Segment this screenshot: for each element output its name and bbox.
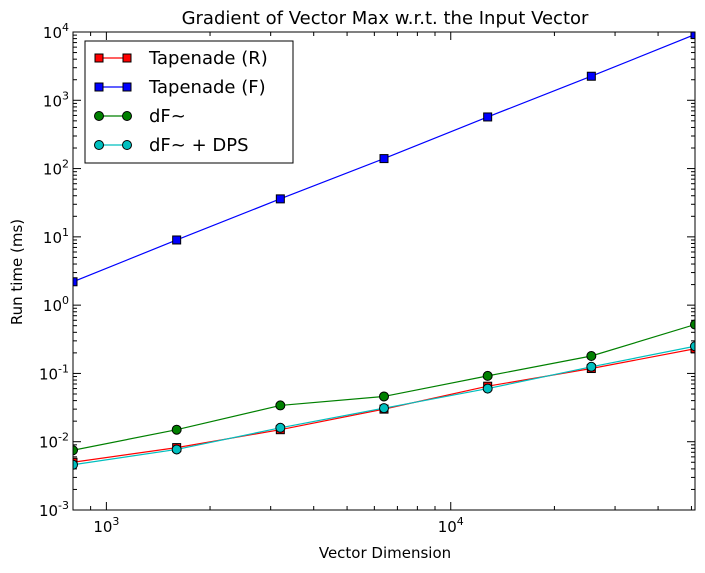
y-tick-label: 10-3 [39,499,69,520]
legend-marker [122,111,132,121]
y-tick-label: 10-1 [39,362,69,383]
legend-marker [122,140,132,150]
legend-label: Tapenade (F) [148,77,266,98]
legend-marker [94,53,104,63]
series-point [171,444,182,455]
series-point [379,403,389,414]
legend-marker [94,140,104,150]
y-axis-label: Run time (ms) [8,219,26,325]
plot-frame [72,31,696,511]
legend-marker [122,53,132,63]
series-point [482,383,493,394]
x-tick-labels: 103 104 [93,515,463,536]
y-tick-label: 102 [43,158,69,179]
series-point [482,370,493,381]
legend-label: dF~ + DPS [149,135,249,156]
legend-marker [94,111,104,121]
series-point [690,341,695,352]
series-point [586,350,597,361]
series-3 [73,341,695,470]
y-tick-labels: 10-3 10-2 10-1 100 101 102 103 104 [39,21,69,520]
legend-item: Tapenade (R) [94,48,268,69]
legend-marker [122,82,132,92]
y-tick-label: 103 [43,89,69,110]
series-point [586,71,596,81]
legend-label: dF~ [149,106,186,127]
x-tick-label: 104 [438,515,464,536]
series-point [586,361,597,372]
series-point [275,422,286,433]
series-point [171,424,182,435]
legend-item: Tapenade (F) [94,77,266,98]
x-axis-label: Vector Dimension [319,544,451,562]
series-point [73,459,78,470]
series-2 [73,319,695,456]
legend-label: Tapenade (R) [148,48,268,69]
legend-box [84,40,294,164]
x-tick-label: 103 [93,515,119,536]
y-tick-label: 101 [43,226,69,247]
series-point [172,235,182,245]
legend-item: dF~ [94,106,186,127]
y-tick-label: 10-2 [39,431,69,452]
series-point [73,445,78,456]
series-point [690,32,695,39]
chart-title: Gradient of Vector Max w.r.t. the Input … [182,8,589,29]
series-point [379,391,389,402]
legend-marker [94,82,104,92]
series-layer [73,32,695,470]
series-point [483,112,493,122]
series-point [690,319,695,330]
legend-item: dF~ + DPS [94,135,249,156]
series-point [379,154,389,164]
legend: Tapenade (R) Tapenade (F) dF~ dF~ + DPS [84,40,294,164]
y-tick-label: 100 [43,294,69,315]
series-point [73,277,78,287]
series-point [275,194,285,204]
y-tick-label: 104 [43,21,69,42]
series-1 [73,32,695,287]
series-point [275,400,286,411]
